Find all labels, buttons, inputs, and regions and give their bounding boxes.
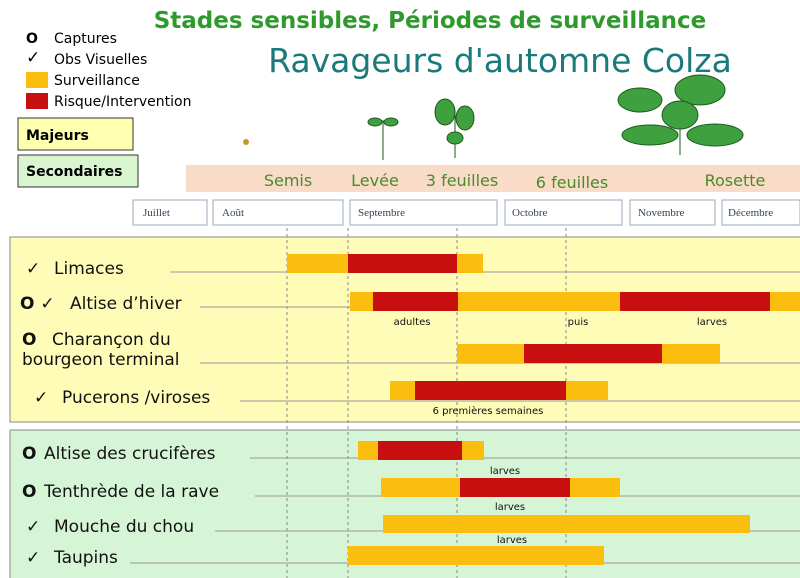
month-label: Septembre [358,207,405,219]
plant-icons [243,74,744,160]
month-label: Octobre [512,207,548,219]
bars [287,254,800,565]
row-label: Charançon du [52,330,171,350]
note: larves [490,466,520,477]
row-label: Limaces [54,259,124,279]
stage-band [186,165,800,192]
legend-symbol: ✓ [26,48,40,68]
subtitle: Ravageurs d'automne Colza [268,41,732,80]
note: larves [495,502,525,513]
grid-lines [286,228,567,578]
stage-label: 6 feuilles [536,173,608,192]
row-marker: O [22,444,36,464]
row-marker: O ✓ [20,294,55,314]
row-marker: O [22,482,36,502]
row-label: Pucerons /viroses [62,388,210,408]
group-box [17,117,134,151]
row-marker: ✓ [34,388,48,408]
month-boxes [132,199,800,226]
row-label: bourgeon terminal [22,350,180,370]
month-label: Novembre [638,207,685,219]
row-label: Tenthrède de la rave [43,482,219,502]
row-label: Altise d’hiver [70,294,182,314]
stage-label: 3 feuilles [426,171,498,190]
legend-item: Obs Visuelles [54,52,147,68]
legend-symbol: O [26,31,38,47]
legend-swatch [26,72,48,88]
row-marker: ✓ [26,548,40,568]
row-label: Mouche du chou [54,517,194,537]
note: larves [697,317,727,328]
legend-swatch [26,93,48,109]
legend-item: Captures [54,31,117,47]
note: adultes [394,317,431,328]
legend: O Captures ✓ Obs Visuelles Surveillance … [26,31,191,110]
legend-item: Surveillance [54,73,140,89]
row-label: Taupins [53,548,118,568]
note: puis [568,317,589,328]
stage-label: Levée [351,171,399,190]
stage-label: Semis [264,171,312,190]
row-label: Altise des crucifères [44,444,216,464]
group-label: Secondaires [26,164,122,180]
stage-label: Rosette [705,171,766,190]
month-label: Décembre [728,207,773,219]
month-label: Juillet [143,207,170,219]
group-box [17,154,139,188]
row-marker: ✓ [26,259,40,279]
title: Stades sensibles, Périodes de surveillan… [154,8,707,34]
row-marker: O [22,330,36,350]
month-label: Août [222,207,244,219]
legend-item: Risque/Intervention [54,94,191,110]
note: larves [497,535,527,546]
row-marker: ✓ [26,517,40,537]
note: 6 premières semaines [433,405,544,417]
group-label: Majeurs [26,128,89,144]
